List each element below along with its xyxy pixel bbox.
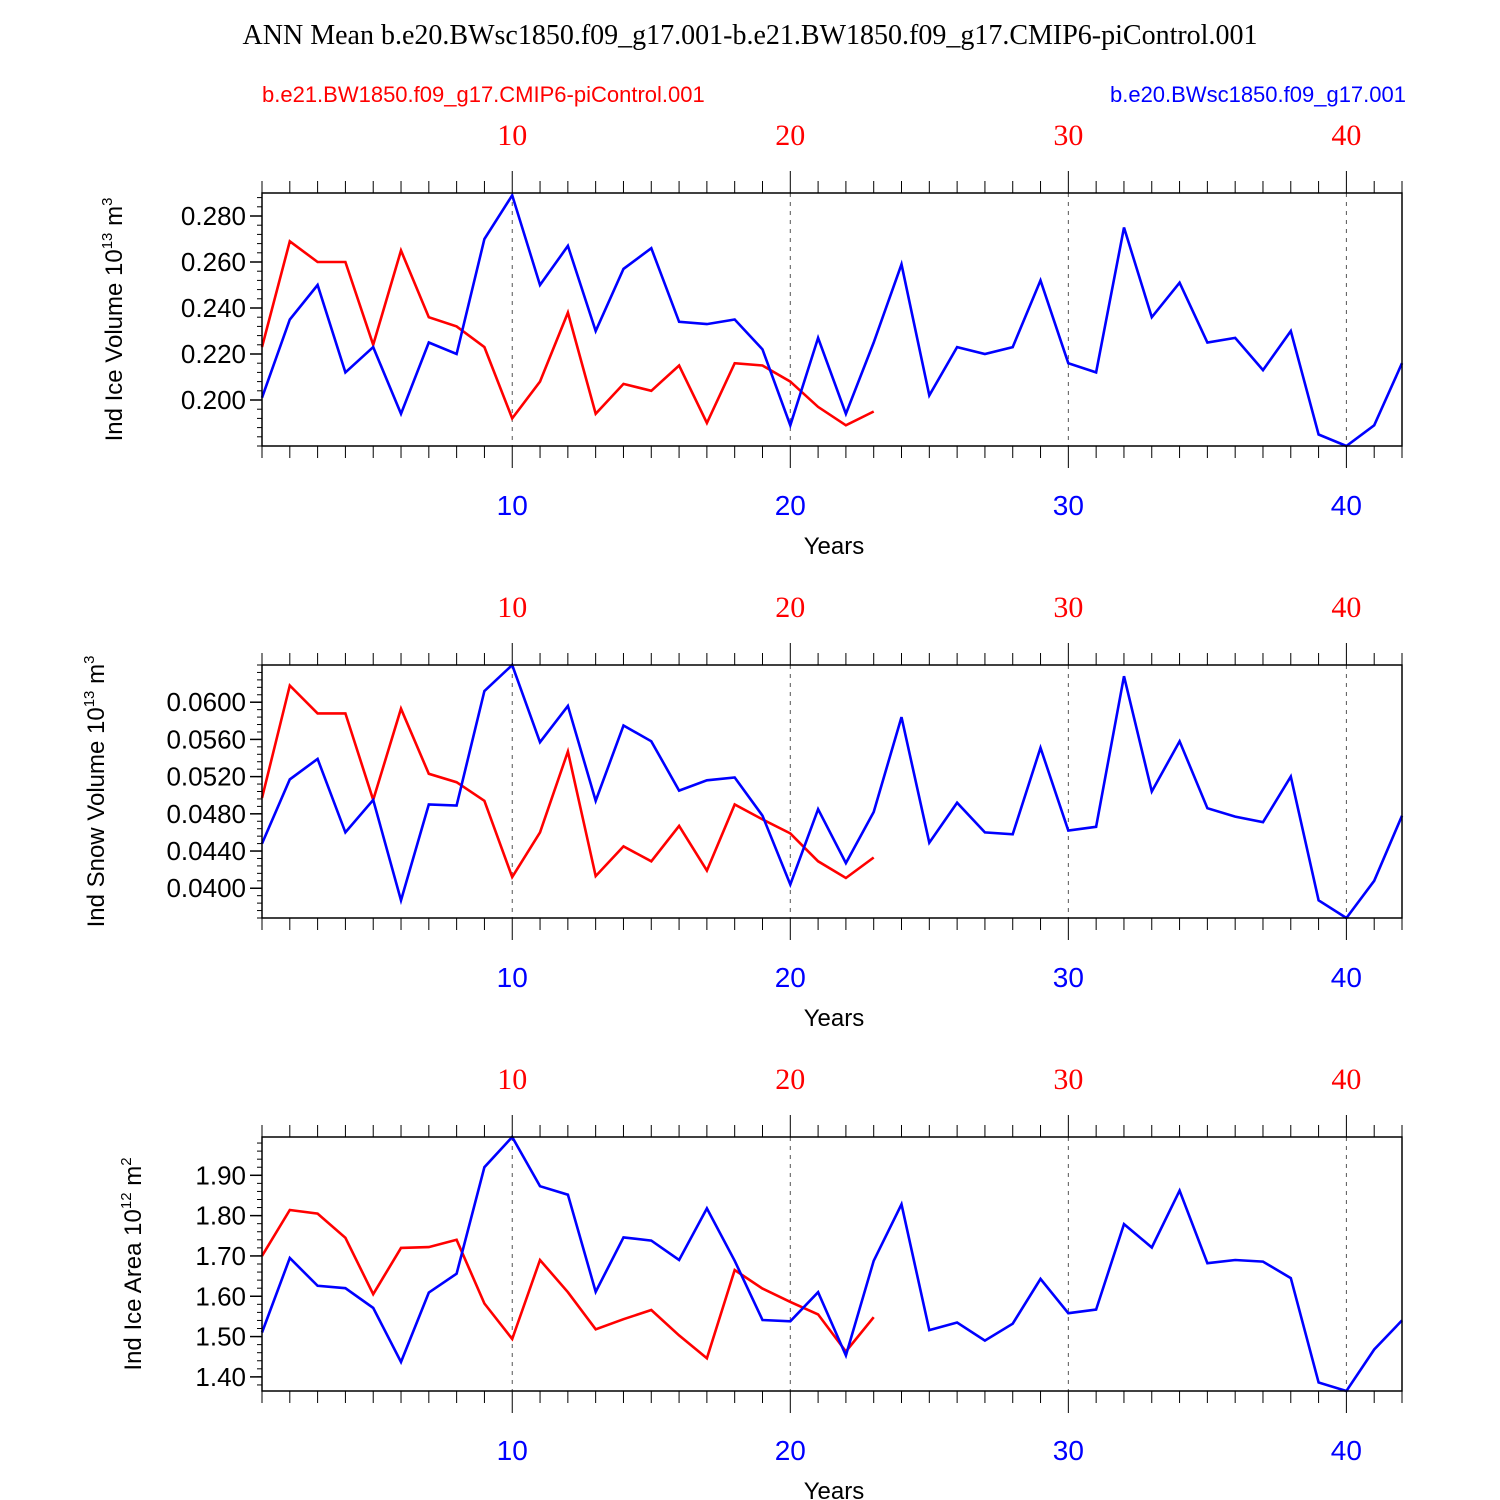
panel-3: 1.40 1.50 1.60 1.70 1.80 1.90 10 10 20 20 30 30 40 40… xyxy=(118,1063,1403,1500)
plot-frame xyxy=(261,1136,1403,1392)
x-tick-label-red-top: 10 xyxy=(497,1063,527,1096)
x-tick-label-red-top: 40 xyxy=(1331,1063,1361,1096)
y-tick-label: 1.80 xyxy=(195,1201,246,1231)
chart-title: ANN Mean b.e20.BWsc1850.f09_g17.001-b.e2… xyxy=(243,20,1258,51)
x-axis-label: Years xyxy=(804,533,865,560)
legend-blue-case: b.e20.BWsc1850.f09_g17.001 xyxy=(1110,82,1406,107)
panel-2: 0.0400 0.0440 0.0480 0.0520 0.0560 0.0600 10 10… xyxy=(81,591,1404,1032)
x-tick-label-red-top: 40 xyxy=(1331,591,1361,624)
x-tick-label-blue: 30 xyxy=(1053,490,1084,521)
plot-frame xyxy=(261,664,1403,919)
x-tick-label-blue: 10 xyxy=(497,490,528,521)
x-axis-label: Years xyxy=(804,1478,865,1500)
y-tick-label: 1.70 xyxy=(195,1241,246,1271)
y-tick-label: 0.0560 xyxy=(166,724,246,754)
x-tick-label-red-top: 10 xyxy=(497,591,527,624)
x-tick-label-red-top: 20 xyxy=(775,591,805,624)
x-tick-label-blue: 10 xyxy=(497,962,528,993)
series-line-blue xyxy=(260,192,1404,448)
y-tick-label: 1.60 xyxy=(195,1281,246,1311)
y-tick-label: 0.0600 xyxy=(166,687,246,717)
x-tick-label-blue: 20 xyxy=(775,490,806,521)
series-line-red xyxy=(260,239,875,427)
x-tick-label-red-top: 30 xyxy=(1053,119,1083,152)
y-tick-label: 0.0520 xyxy=(166,762,246,792)
x-tick-label-blue: 10 xyxy=(497,1435,528,1466)
y-tick-label: 0.220 xyxy=(181,339,246,369)
x-tick-label-red-top: 20 xyxy=(775,1063,805,1096)
x-tick-label-red-top: 30 xyxy=(1053,1063,1083,1096)
y-tick-label: 0.0400 xyxy=(166,873,246,903)
panel-1: 0.200 0.220 0.240 0.260 0.280 10 10 20 20 30 30 40 4… xyxy=(99,119,1404,560)
x-tick-label-blue: 40 xyxy=(1331,962,1362,993)
y-axis-label: Ind Ice Volume 1013 m3 xyxy=(99,198,128,442)
x-tick-label-blue: 40 xyxy=(1331,490,1362,521)
y-axis-label: Ind Snow Volume 1013 m3 xyxy=(81,656,110,928)
y-tick-label: 0.200 xyxy=(181,385,246,415)
series-line-red xyxy=(260,1208,875,1361)
x-tick-label-red-top: 40 xyxy=(1331,119,1361,152)
legend-red-case: b.e21.BW1850.f09_g17.CMIP6-piControl.001 xyxy=(262,82,705,107)
series-line-blue xyxy=(260,1134,1403,1393)
x-tick-label-red-top: 20 xyxy=(775,119,805,152)
x-tick-label-blue: 30 xyxy=(1053,1435,1084,1466)
y-tick-label: 0.0440 xyxy=(166,836,246,866)
y-tick-label: 1.40 xyxy=(195,1362,246,1392)
y-tick-label: 1.50 xyxy=(195,1322,246,1352)
y-tick-label: 1.90 xyxy=(195,1160,246,1190)
y-tick-label: 0.0480 xyxy=(166,799,246,829)
y-tick-label: 0.240 xyxy=(181,293,246,323)
x-tick-label-blue: 30 xyxy=(1053,962,1084,993)
x-tick-label-blue: 20 xyxy=(775,962,806,993)
plot-frame xyxy=(261,192,1403,447)
series-line-red xyxy=(260,682,875,881)
y-axis-label: Ind Ice Area 1012 m2 xyxy=(118,1157,147,1370)
x-tick-label-red-top: 30 xyxy=(1053,591,1083,624)
x-tick-label-red-top: 10 xyxy=(497,119,527,152)
y-tick-label: 0.260 xyxy=(181,247,246,277)
series-line-blue xyxy=(260,662,1404,920)
x-tick-label-blue: 20 xyxy=(775,1435,806,1466)
x-tick-label-blue: 40 xyxy=(1331,1435,1362,1466)
y-tick-label: 0.280 xyxy=(181,201,246,231)
x-axis-label: Years xyxy=(804,1005,865,1032)
